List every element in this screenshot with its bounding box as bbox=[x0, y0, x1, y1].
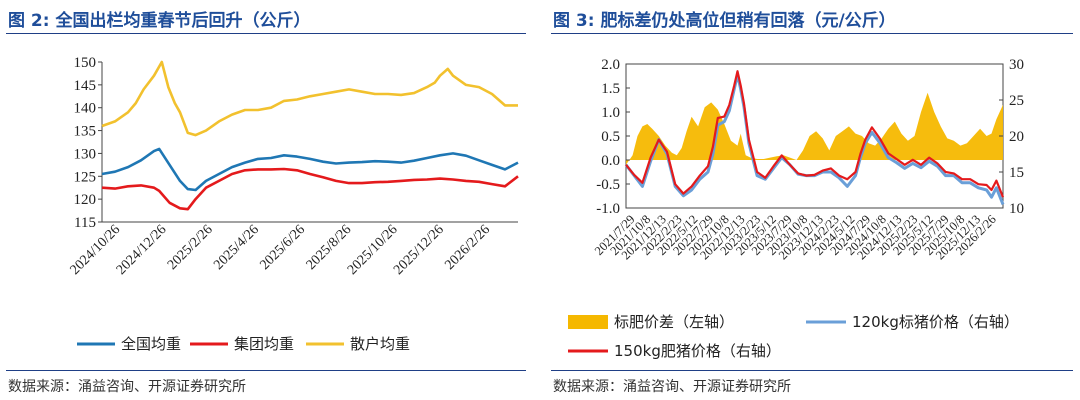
right-legend-label-3: 150kg肥猪价格（右轴） bbox=[614, 342, 781, 360]
right-right-axis-label-20: 20 bbox=[1009, 129, 1024, 145]
left-y-tick-label-150: 150 bbox=[74, 55, 97, 71]
left-y-tick-label-130: 130 bbox=[74, 146, 97, 162]
right-left-axis-label-0-5: -0.5 bbox=[596, 177, 620, 193]
right-legend-swatch-1 bbox=[568, 315, 608, 329]
right-right-axis-label-10: 10 bbox=[1009, 201, 1024, 217]
right-right-axis-label-15: 15 bbox=[1009, 165, 1024, 181]
left-line-chart: 1151201251301351401451502024/10/262024/1… bbox=[68, 55, 519, 353]
left-y-tick-label-135: 135 bbox=[74, 124, 97, 140]
right-left-axis-label-1-0: 1.0 bbox=[601, 105, 620, 121]
left-source-text: 数据来源：涌益咨询、开源证券研究所 bbox=[8, 379, 246, 395]
left-series-line-1 bbox=[101, 147, 519, 192]
right-right-axis-label-30: 30 bbox=[1009, 57, 1024, 73]
left-legend-label-3: 散户均重 bbox=[350, 335, 410, 353]
right-series-line-3 bbox=[625, 70, 1005, 198]
left-y-tick-label-145: 145 bbox=[74, 78, 97, 94]
left-legend-label-1: 全国均重 bbox=[121, 335, 181, 353]
right-left-axis-label-2-0: 2.0 bbox=[601, 57, 620, 73]
left-y-tick-label-115: 115 bbox=[74, 215, 96, 231]
right-left-axis-label-1-5: 1.5 bbox=[601, 81, 620, 97]
left-series-line-2 bbox=[101, 167, 519, 211]
right-left-axis-label-0-0: 0.0 bbox=[601, 153, 620, 169]
right-left-axis-label-0-5: 0.5 bbox=[601, 129, 620, 145]
right-legend-label-2: 120kg标猪价格（右轴） bbox=[852, 313, 1019, 331]
left-y-tick-label-120: 120 bbox=[74, 192, 97, 208]
right-right-axis-label-25: 25 bbox=[1009, 93, 1024, 109]
left-title-rule bbox=[6, 33, 526, 34]
right-left-axis-label-1-0: -1.0 bbox=[596, 201, 620, 217]
right-chart-title: 图 3: 肥标差仍处高位但稍有回落（元/公斤） bbox=[553, 11, 896, 31]
right-combo-chart: -1.0-0.50.00.51.01.52.010152025302021/7/… bbox=[568, 57, 1024, 360]
right-area-spread bbox=[626, 92, 1003, 165]
left-chart-title: 图 2: 全国出栏均重春节后回升（公斤） bbox=[8, 11, 311, 31]
right-source-text: 数据来源：涌益咨询、开源证券研究所 bbox=[553, 379, 791, 395]
right-title-rule bbox=[551, 33, 1073, 34]
left-y-tick-label-125: 125 bbox=[74, 169, 97, 185]
left-y-tick-label-140: 140 bbox=[74, 101, 97, 117]
right-legend-label-1: 标肥价差（左轴） bbox=[614, 313, 734, 331]
left-source-rule bbox=[6, 370, 526, 371]
left-legend-label-2: 集团均重 bbox=[234, 335, 294, 353]
right-source-rule bbox=[551, 370, 1073, 371]
left-series-line-3 bbox=[101, 60, 518, 137]
